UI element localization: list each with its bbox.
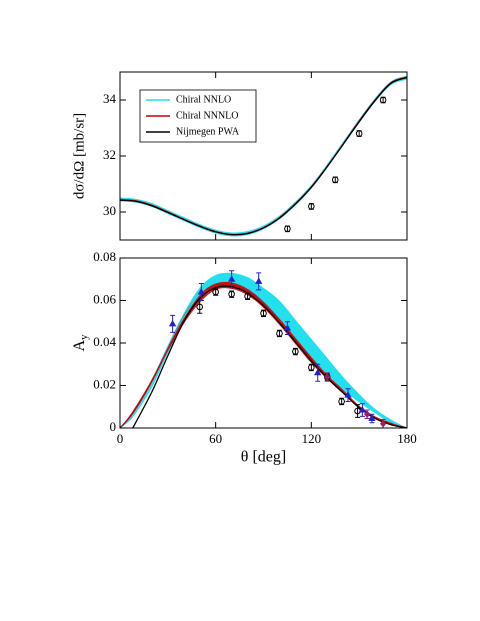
- y-tick-label: 32: [103, 147, 116, 162]
- y-axis-label: Ay: [71, 334, 90, 352]
- y-tick-label: 0: [110, 419, 117, 434]
- data-point: [276, 330, 283, 337]
- data-point: [324, 373, 331, 381]
- data-point: [244, 292, 251, 300]
- legend-label: Nijmegen PWA: [176, 126, 240, 137]
- data-point: [308, 203, 315, 210]
- data-point: [260, 309, 267, 317]
- data-point: [358, 405, 367, 413]
- data-point: [308, 364, 315, 371]
- data-point: [196, 303, 204, 311]
- data-point: [355, 130, 363, 137]
- y-tick-label: 34: [103, 91, 117, 106]
- data-point: [212, 288, 219, 296]
- legend-label: Chiral NNLO: [176, 94, 231, 105]
- x-tick-label: 180: [397, 431, 417, 446]
- plot-area: [120, 75, 407, 237]
- x-axis-label: θ [deg]: [241, 449, 286, 466]
- data-point: [379, 96, 387, 104]
- y-axis-label-sub: y: [78, 334, 90, 340]
- plot-area: [120, 272, 407, 428]
- legend-label: Chiral NNNLO: [176, 110, 239, 121]
- x-tick-label: 120: [302, 431, 322, 446]
- data-point: [292, 348, 299, 355]
- data-point: [331, 176, 339, 184]
- data-point: [255, 277, 263, 284]
- data-point: [338, 398, 345, 405]
- data-point: [228, 290, 235, 298]
- data-point: [344, 391, 352, 398]
- y-tick-label: 0.04: [93, 334, 116, 349]
- data-point: [379, 419, 387, 428]
- data-point: [284, 225, 291, 233]
- data-point: [168, 319, 177, 327]
- x-tick-label: 60: [209, 431, 222, 446]
- data-point: [283, 324, 292, 331]
- y-tick-label: 30: [103, 203, 116, 218]
- data-point: [197, 287, 205, 295]
- series-line: [120, 76, 407, 236]
- data-point: [314, 368, 322, 376]
- data-point: [227, 275, 236, 282]
- y-tick-label: 0.06: [93, 291, 116, 306]
- error-bar: [355, 404, 361, 418]
- data-point: [368, 414, 376, 421]
- series-line: [120, 284, 407, 428]
- y-tick-label: 0.08: [93, 249, 116, 264]
- y-tick-label: 0.02: [93, 376, 116, 391]
- y-axis-label: dσ/dΩ [mb/sr]: [71, 113, 87, 199]
- x-tick-label: 0: [117, 431, 124, 446]
- series-line: [132, 285, 407, 428]
- band: [120, 281, 407, 428]
- data-point: [363, 410, 371, 418]
- y-axis-label-base: A: [71, 340, 88, 352]
